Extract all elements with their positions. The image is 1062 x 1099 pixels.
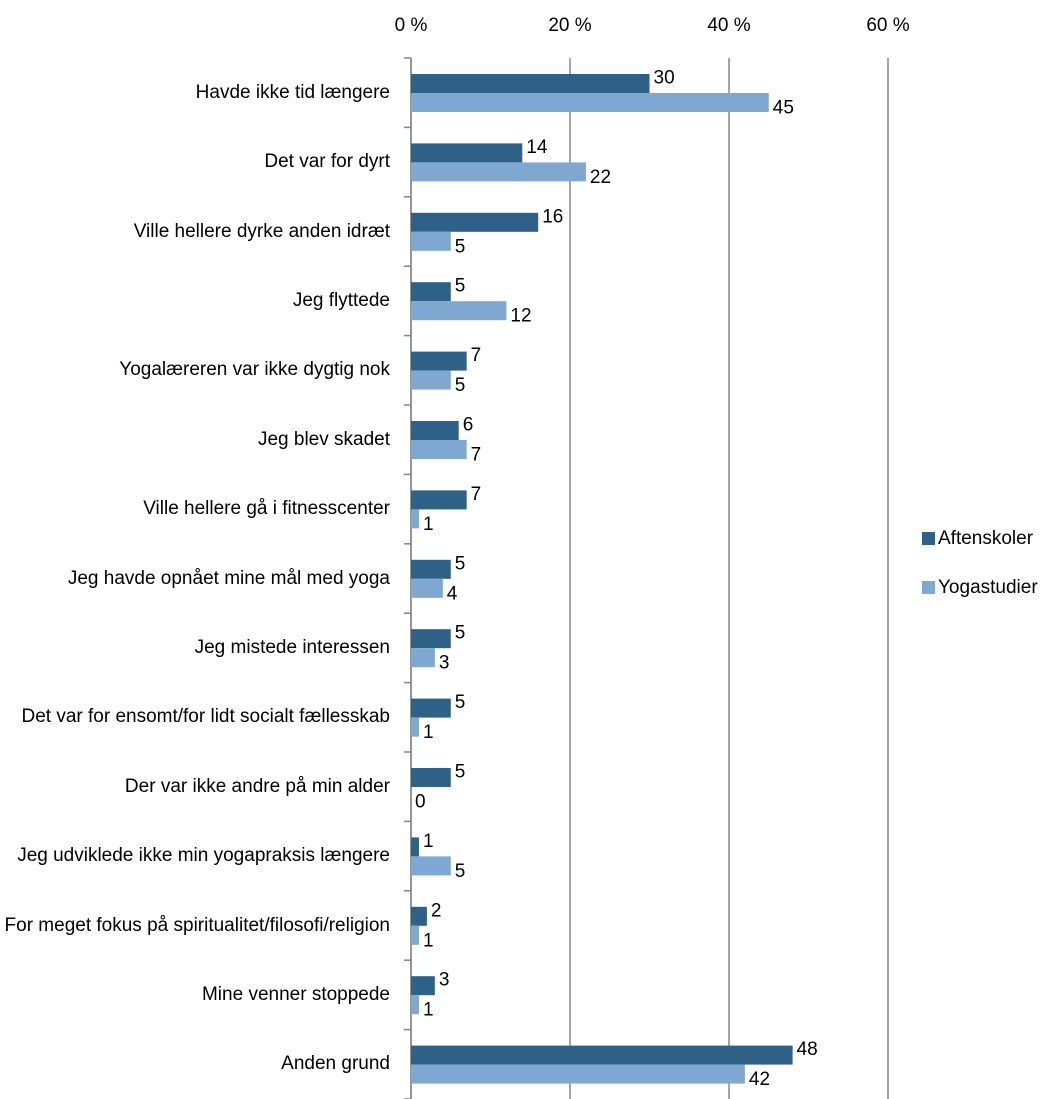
data-label: 7: [471, 484, 482, 505]
data-label: 42: [749, 1069, 770, 1090]
bar: [411, 559, 451, 579]
bar: [411, 440, 467, 459]
bar: [411, 509, 419, 529]
data-label: 30: [654, 68, 675, 89]
bar: [411, 717, 419, 737]
data-label: 3: [439, 653, 450, 674]
y-tick-label: Mine venner stoppede: [201, 983, 390, 1005]
data-label: 5: [455, 692, 466, 713]
data-label: 5: [455, 553, 466, 574]
legend-label: Yogastudier: [938, 577, 1038, 598]
data-label: 5: [455, 762, 466, 783]
bar: [411, 1064, 745, 1084]
bar: [411, 162, 586, 182]
y-tick-label: Jeg blev skadet: [257, 428, 390, 450]
bar: [411, 282, 451, 302]
legend-label: Aftenskoler: [938, 528, 1034, 549]
bar: [411, 629, 451, 649]
data-label: 5: [455, 623, 466, 644]
data-label: 48: [797, 1039, 818, 1060]
bar: [411, 976, 435, 996]
data-label: 16: [542, 206, 563, 227]
data-label: 5: [455, 236, 466, 257]
data-label: 45: [773, 98, 794, 119]
bar: [411, 698, 451, 718]
data-label: 1: [423, 831, 434, 852]
data-label: 1: [423, 1000, 434, 1021]
y-tick-label: Ville hellere gå i fitnesscenter: [143, 498, 390, 520]
data-label: 7: [471, 445, 482, 466]
bar: [411, 143, 523, 163]
data-label: 1: [423, 930, 434, 951]
bar: [411, 351, 467, 371]
bar: [411, 995, 419, 1015]
data-label: 12: [510, 306, 531, 327]
data-label: 0: [415, 792, 426, 813]
data-label: 2: [431, 900, 442, 921]
bar: [411, 370, 451, 390]
y-tick-label: Jeg havde opnået mine mål med yoga: [67, 567, 390, 589]
x-tick-label: 60 %: [866, 15, 909, 36]
x-tick-label: 0 %: [395, 15, 428, 36]
y-tick-label: Jeg flyttede: [292, 289, 390, 311]
y-tick-label: Ville hellere dyrke anden idræt: [133, 220, 390, 242]
bar: [411, 837, 419, 857]
legend-swatch: [922, 581, 935, 594]
bar: [411, 301, 507, 321]
x-tick-label: 40 %: [707, 15, 750, 36]
y-tick-label: Jeg mistede interessen: [194, 636, 390, 658]
bar: [411, 856, 451, 876]
bar: [411, 93, 769, 112]
y-tick-label: Der var ikke andre på min alder: [124, 775, 390, 797]
data-label: 1: [423, 514, 434, 535]
legend-swatch: [922, 532, 935, 545]
y-tick-label: For meget fokus på spiritualitet/filosof…: [4, 914, 390, 936]
bar: [411, 925, 419, 945]
data-label: 5: [455, 276, 466, 297]
bar: [411, 74, 650, 93]
x-tick-label: 20 %: [548, 15, 591, 36]
data-label: 1: [423, 722, 434, 743]
bar: [411, 648, 435, 668]
y-tick-label: Det var for ensomt/for lidt socialt fæll…: [21, 706, 390, 728]
bar: [411, 490, 467, 510]
bar: [411, 212, 539, 232]
data-label: 6: [463, 415, 474, 436]
y-tick-label: Jeg udviklede ikke min yogapraksis længe…: [17, 845, 390, 867]
bar: [411, 578, 443, 598]
data-label: 5: [455, 375, 466, 396]
data-label: 3: [439, 970, 450, 991]
y-tick-label: Anden grund: [281, 1053, 390, 1075]
y-tick-label: Det var for dyrt: [264, 151, 390, 173]
data-label: 14: [526, 137, 548, 158]
bar: [411, 906, 427, 926]
bar: [411, 1045, 793, 1065]
bar: [411, 231, 451, 251]
data-label: 5: [455, 861, 466, 882]
bar: [411, 768, 451, 787]
data-label: 7: [471, 345, 482, 366]
data-label: 4: [447, 583, 458, 604]
data-label: 22: [590, 167, 611, 188]
y-tick-label: Havde ikke tid længere: [195, 81, 390, 103]
y-tick-label: Yogalæreren var ikke dygtig nok: [119, 359, 390, 381]
bar: [411, 421, 459, 440]
